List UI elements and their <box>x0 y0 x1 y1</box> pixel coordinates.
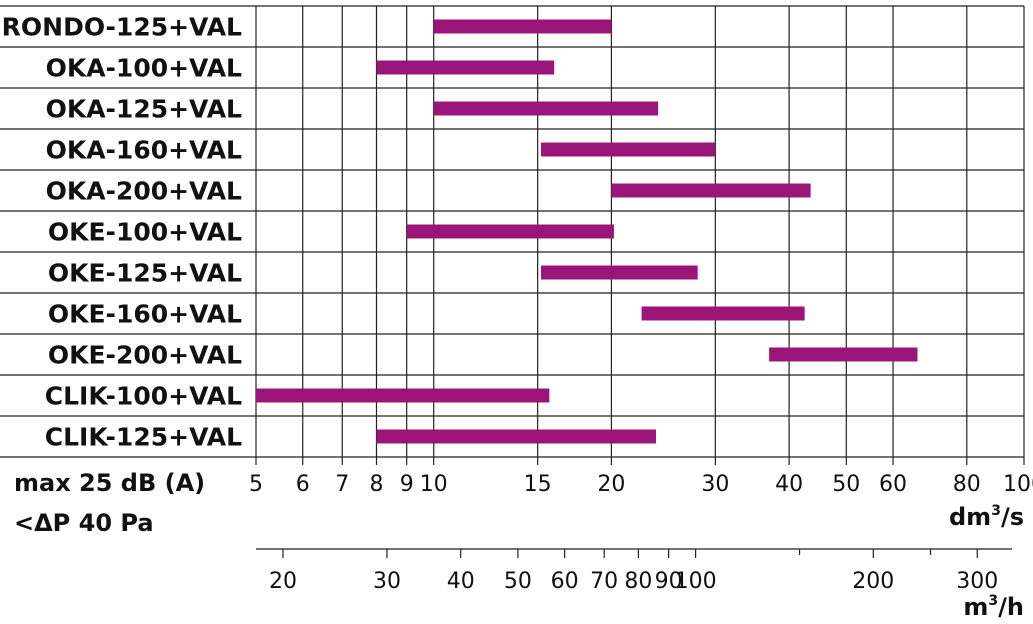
x-tick-label: 30 <box>701 472 729 497</box>
x-tick-label: 10 <box>420 472 448 497</box>
x-tick-label: 100 <box>1003 472 1033 497</box>
category-label: OKA-125+VAL <box>46 95 242 124</box>
x-tick-label: 8 <box>369 472 383 497</box>
x2-tick-label: 90 <box>655 569 683 594</box>
x-tick-label: 50 <box>832 472 860 497</box>
category-label: RONDO-125+VAL <box>2 13 242 42</box>
category-label: OKA-160+VAL <box>46 136 242 165</box>
x-tick-label: 7 <box>335 472 349 497</box>
x-tick-label: 80 <box>953 472 981 497</box>
range-bar <box>769 347 918 362</box>
range-bar <box>433 19 612 34</box>
x2-tick-label: 40 <box>447 569 475 594</box>
category-label: OKE-125+VAL <box>48 259 242 288</box>
range-bar <box>641 306 805 321</box>
x-tick-label: 40 <box>775 472 803 497</box>
x-tick-label: 5 <box>249 472 263 497</box>
x-tick-label: 6 <box>296 472 310 497</box>
range-bar <box>256 388 550 403</box>
x-tick-label: 15 <box>524 472 552 497</box>
x2-tick-label: 30 <box>373 569 401 594</box>
condition-label-pressure: <ΔP 40 Pa <box>14 509 154 537</box>
category-label: OKA-100+VAL <box>46 54 242 83</box>
x2-tick-label: 200 <box>852 569 894 594</box>
x2-tick-label: 300 <box>956 569 998 594</box>
category-label: OKE-160+VAL <box>48 300 242 329</box>
category-label: CLIK-125+VAL <box>45 423 242 452</box>
range-bar <box>406 224 614 239</box>
x2-tick-label: 60 <box>551 569 579 594</box>
x-tick-label: 9 <box>400 472 414 497</box>
category-label: CLIK-100+VAL <box>45 382 242 411</box>
range-bar <box>611 183 811 198</box>
x2-tick-label: 80 <box>624 569 652 594</box>
range-bar <box>541 142 716 157</box>
x2-tick-label: 70 <box>590 569 618 594</box>
x2-tick-label: 50 <box>504 569 532 594</box>
range-bar <box>376 429 656 444</box>
condition-label-noise: max 25 dB (A) <box>14 469 205 497</box>
category-label: OKE-200+VAL <box>48 341 242 370</box>
x2-axis-unit-m3h: m3/h <box>963 593 1024 621</box>
x-tick-label: 20 <box>597 472 625 497</box>
x2-tick-label: 20 <box>269 569 297 594</box>
x2-tick-label: 100 <box>675 569 717 594</box>
x-axis-unit-dm3s: dm3/s <box>949 503 1024 531</box>
range-bar <box>376 60 555 75</box>
category-label: OKE-100+VAL <box>48 218 242 247</box>
category-label: OKA-200+VAL <box>46 177 242 206</box>
range-bar <box>433 101 659 116</box>
bar-layer <box>256 19 918 444</box>
x-tick-label: 60 <box>879 472 907 497</box>
range-bar <box>541 265 698 280</box>
category-labels: RONDO-125+VAL OKA-100+VAL OKA-125+VAL OKA-1… <box>2 13 242 452</box>
